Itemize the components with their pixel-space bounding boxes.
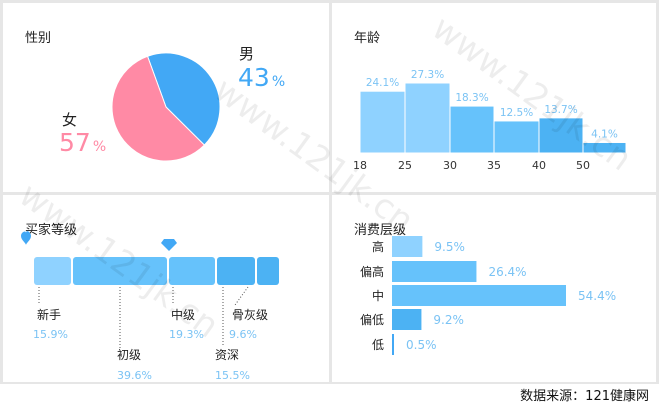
- diamond-icon: [161, 239, 177, 251]
- leader-line: [234, 286, 249, 306]
- consumption-category: 中: [372, 288, 384, 303]
- gender-panel: 性别 男 43% 女 57%: [3, 3, 329, 192]
- age-tick-label: 35: [487, 159, 501, 172]
- gender-title: 性别: [25, 31, 52, 46]
- pie-slice-male: [146, 52, 221, 146]
- age-tick-label: 18: [353, 159, 367, 172]
- buyer-level-segment: [34, 257, 71, 285]
- buyer-level-name: 新手: [37, 307, 61, 322]
- buyer-level-segment: [169, 257, 215, 285]
- buyer-level-percent: 39.6%: [117, 369, 152, 382]
- consumption-value-label: 9.5%: [434, 240, 465, 254]
- buyer-level-name: 初级: [117, 348, 141, 362]
- heart-icon: [21, 231, 31, 245]
- consumption-bar: [392, 334, 394, 355]
- buyer-level-name: 骨灰级: [232, 308, 268, 322]
- female-percent-unit: %: [92, 139, 107, 155]
- buyer-level-name: 中级: [171, 307, 195, 322]
- age-bar: [359, 90, 406, 154]
- age-histogram: 24.1% 27.3% 18.3% 12.5% 13.7% 4.1% 18 25 30 35 40 5…: [353, 69, 627, 172]
- age-bar-label: 12.5%: [500, 107, 533, 119]
- age-tick-label: 40: [532, 159, 546, 172]
- consumption-category: 低: [372, 338, 384, 352]
- gender-pie-chart: [111, 52, 221, 162]
- male-label: 男: [239, 45, 255, 63]
- age-tick-label: 30: [443, 159, 457, 172]
- age-bar: [404, 82, 451, 154]
- consumption-bar: [392, 236, 423, 257]
- age-tick-label: 25: [398, 159, 412, 172]
- buyer-level-segment: [257, 257, 279, 285]
- age-bar: [582, 141, 627, 154]
- consumption-bar-chart: 高 9.5% 偏高 26.4% 中 54.4% 偏低 9.2% 低 0.5%: [360, 236, 616, 355]
- consumption-title: 消费层级: [354, 223, 407, 238]
- age-panel: 年龄 24.1% 27.3% 18.3% 12.5% 13.7% 4.1% 18 25 30 35…: [332, 3, 656, 192]
- male-percent-value: 43: [238, 63, 270, 92]
- consumption-category: 高: [372, 239, 384, 254]
- age-tick-label: 50: [576, 159, 590, 172]
- female-label: 女: [62, 111, 78, 129]
- male-percent-unit: %: [271, 74, 286, 90]
- data-source: 数据来源：121健康网: [520, 389, 649, 404]
- consumption-category: 偏高: [360, 264, 384, 279]
- age-bar-label: 4.1%: [591, 128, 618, 140]
- consumption-value-label: 26.4%: [488, 265, 526, 279]
- buyer-level-percent: 9.6%: [229, 328, 257, 341]
- consumption-bar: [392, 285, 566, 306]
- consumption-panel: 消费层级 高 9.5% 偏高 26.4% 中 54.4% 偏低 9.2% 低 0.5%: [332, 195, 656, 382]
- female-percent-value: 57: [59, 128, 91, 157]
- consumption-bar: [392, 261, 477, 282]
- age-bar: [493, 120, 540, 154]
- age-bar-label: 27.3%: [411, 69, 444, 81]
- consumption-value-label: 9.2%: [433, 313, 464, 327]
- age-bar-label: 13.7%: [544, 104, 577, 116]
- buyer-level-title: 买家等级: [25, 223, 78, 238]
- buyer-level-chart: 新手 15.9% 初级 39.6% 中级 19.3% 资深 15.5% 骨灰级 9.6%: [21, 231, 279, 382]
- age-bar-label: 24.1%: [366, 77, 399, 89]
- dashboard-frame: 性别 男 43% 女 57% 年龄 24.1% 27.3% 18.3% 12.5% 13…: [0, 0, 659, 384]
- buyer-level-name: 资深: [215, 348, 239, 362]
- male-percent: 43%: [238, 63, 285, 92]
- consumption-value-label: 0.5%: [406, 338, 437, 352]
- consumption-bar: [392, 309, 422, 330]
- buyer-level-panel: 买家等级 新手 15.9% 初级 39.6% 中级 19.3% 资深 15.5% 骨灰级 9.6%: [3, 195, 329, 382]
- age-bar: [538, 117, 584, 154]
- buyer-level-segment: [73, 257, 167, 285]
- consumption-value-label: 54.4%: [578, 289, 616, 303]
- age-bar-label: 18.3%: [455, 92, 488, 104]
- age-title: 年龄: [354, 31, 381, 46]
- pie-slice-female: [111, 55, 206, 162]
- female-percent: 57%: [59, 128, 106, 157]
- age-bar: [449, 105, 495, 154]
- buyer-level-percent: 15.9%: [33, 328, 68, 341]
- buyer-level-percent: 15.5%: [215, 369, 250, 382]
- buyer-level-segment: [217, 257, 255, 285]
- consumption-category: 偏低: [360, 312, 384, 327]
- buyer-level-percent: 19.3%: [169, 328, 204, 341]
